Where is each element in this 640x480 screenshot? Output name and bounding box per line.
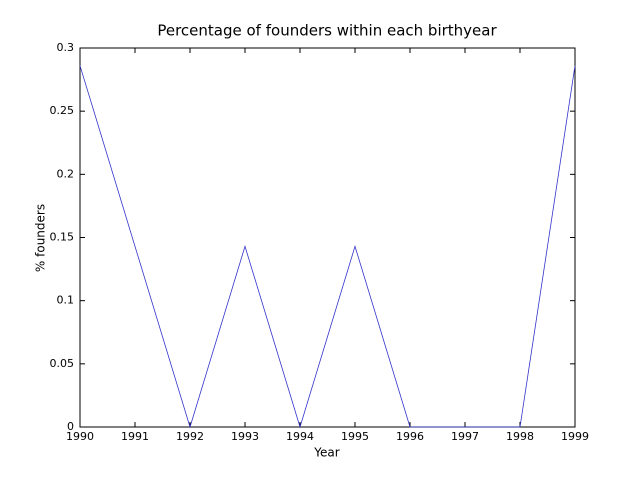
y-tick-label: 0.2	[57, 167, 75, 180]
x-tick-label: 1990	[66, 430, 94, 443]
x-tick-label: 1996	[396, 430, 424, 443]
y-tick-label: 0.15	[50, 231, 75, 244]
x-tick-label: 1992	[176, 430, 204, 443]
y-tick-label: 0.3	[57, 41, 75, 54]
x-tick-label: 1997	[451, 430, 479, 443]
x-tick-label: 1994	[286, 430, 314, 443]
y-tick-label: 0.25	[50, 104, 75, 117]
y-axis-label: % founders	[34, 204, 48, 272]
x-tick-label: 1991	[121, 430, 149, 443]
data-line	[79, 65, 576, 429]
x-tick-label: 1995	[341, 430, 369, 443]
y-tick-label: 0.05	[50, 357, 75, 370]
x-axis-label: Year	[313, 446, 339, 460]
chart-title: Percentage of founders within each birth…	[157, 22, 497, 40]
x-tick-label: 1993	[231, 430, 259, 443]
y-tick-label: 0.1	[57, 294, 75, 307]
x-tick-label: 1999	[561, 430, 589, 443]
x-tick-label: 1998	[506, 430, 534, 443]
y-tick-label: 0	[67, 420, 74, 433]
